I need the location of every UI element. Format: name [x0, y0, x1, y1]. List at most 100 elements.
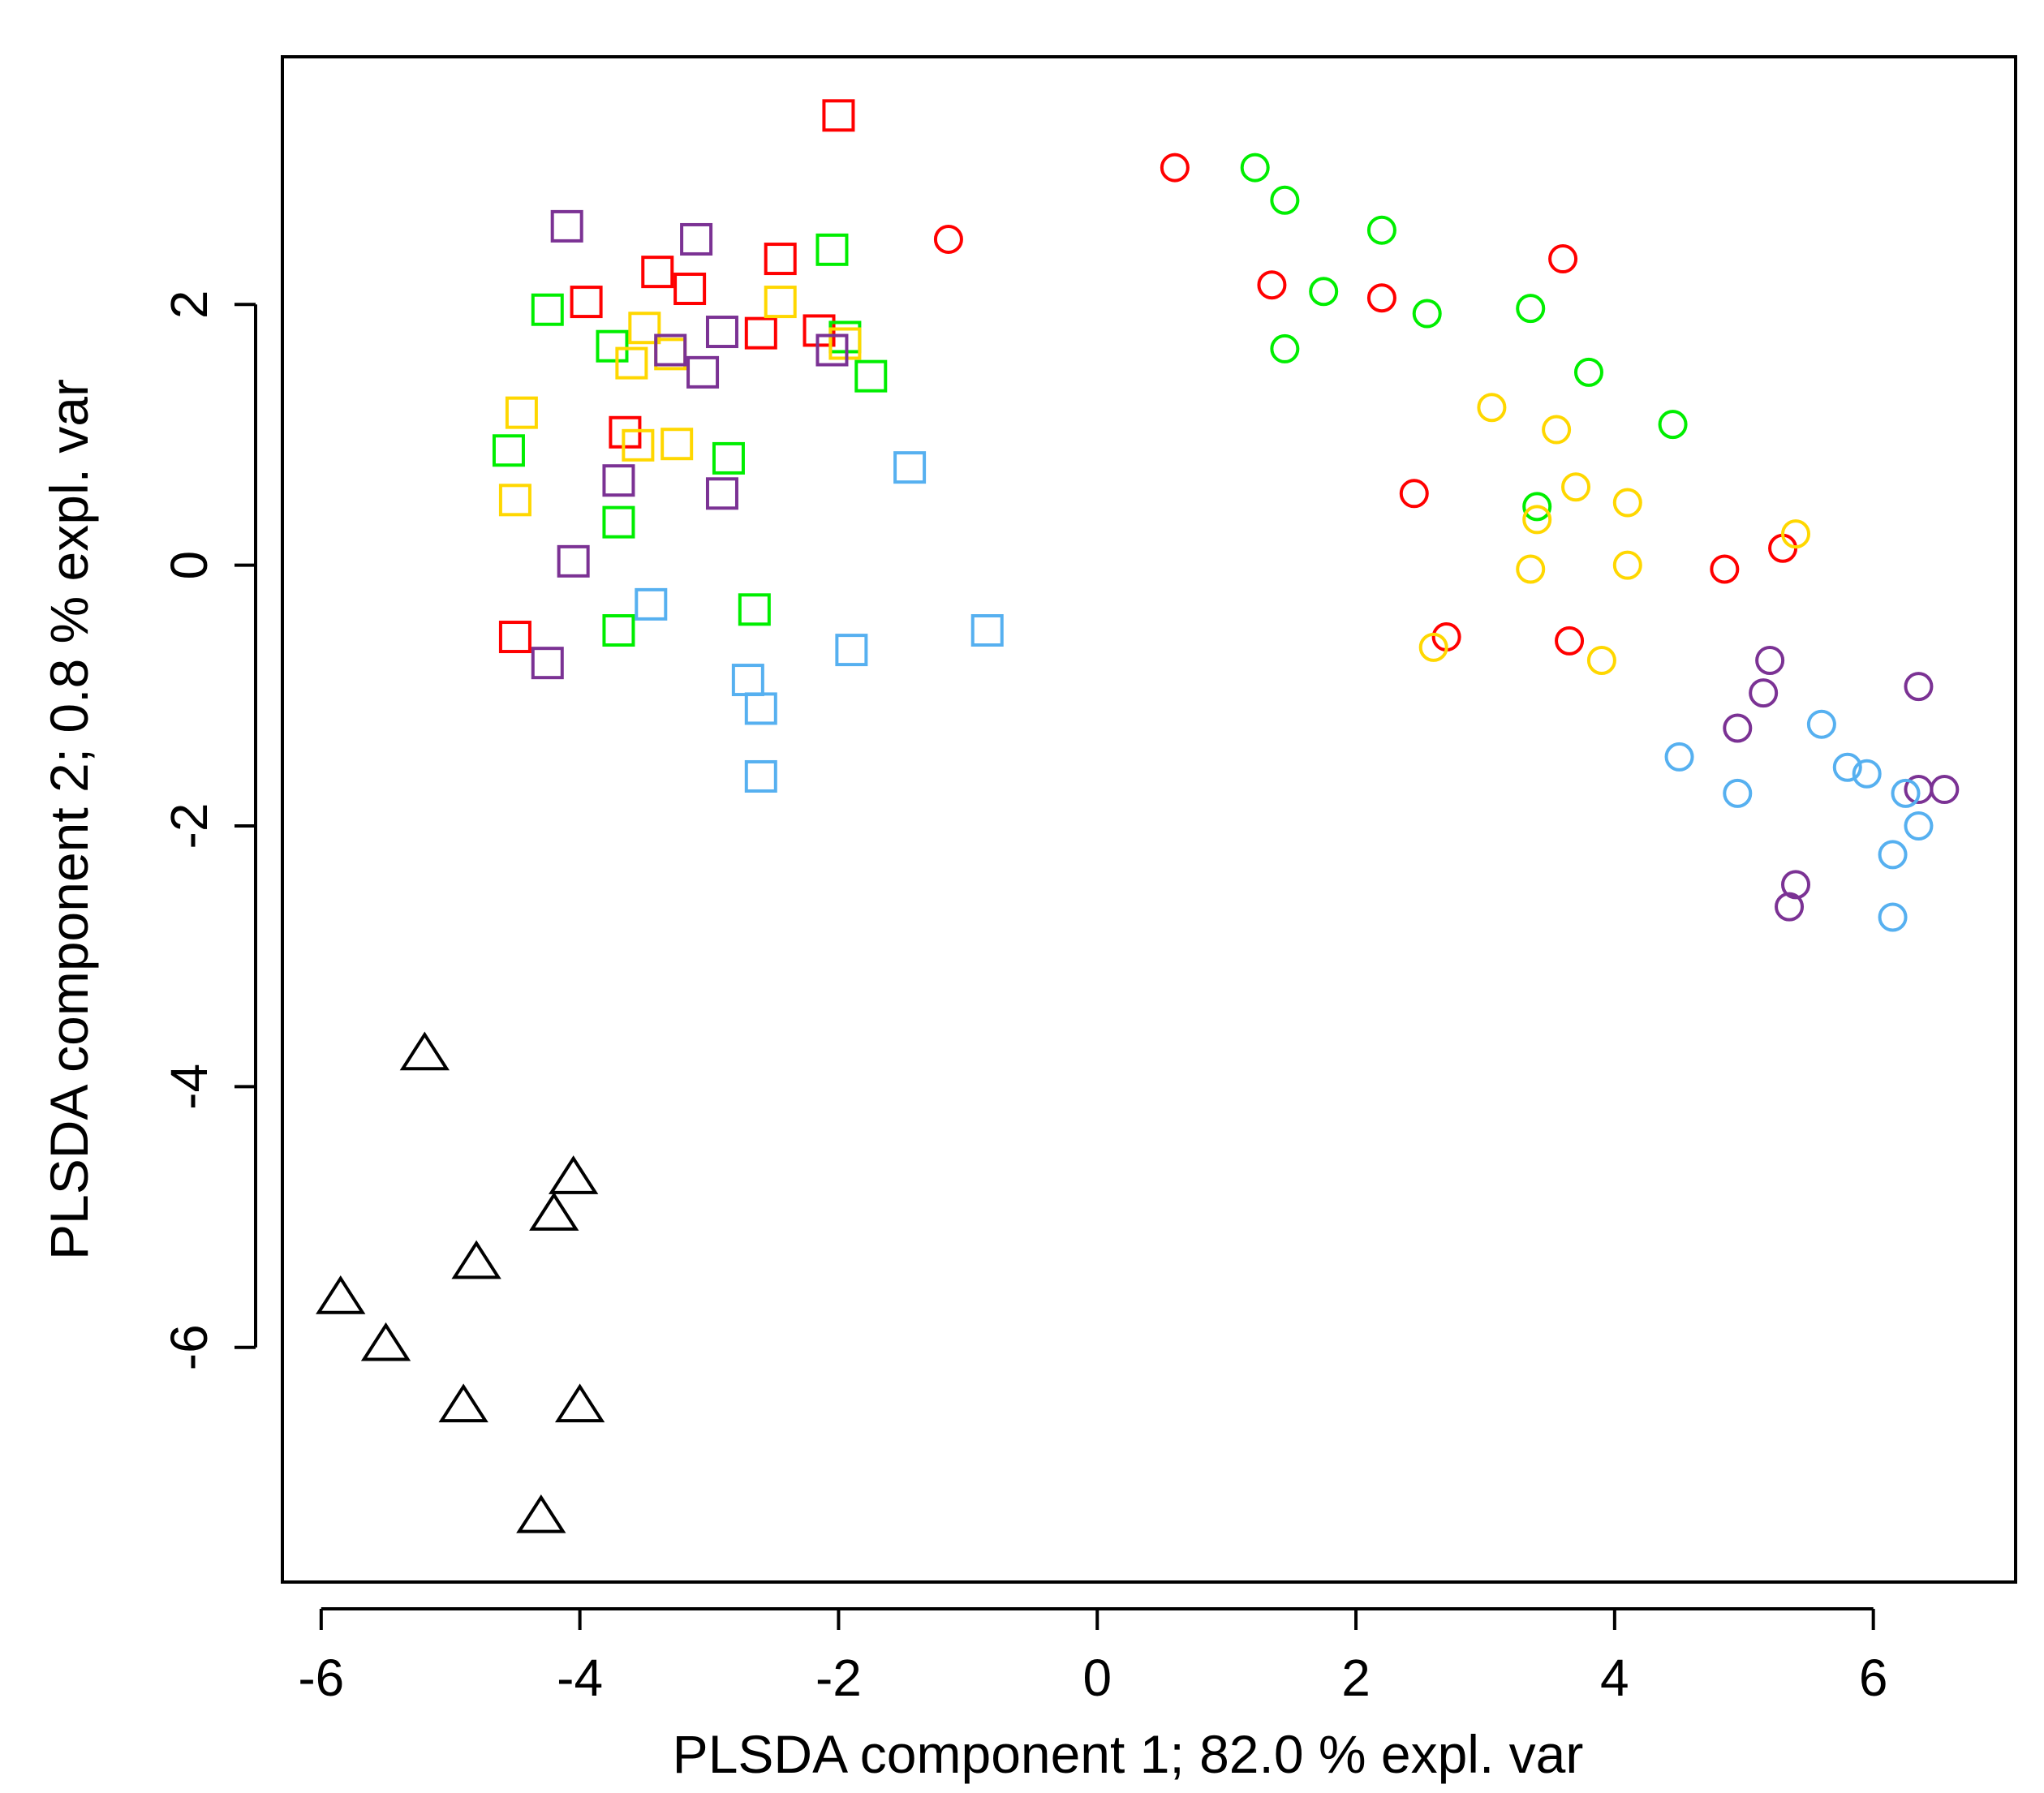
- data-point-square: [822, 99, 855, 132]
- data-point-circle: [1573, 357, 1603, 387]
- data-point-circle: [1664, 742, 1694, 772]
- data-point-circle: [1755, 645, 1785, 675]
- y-tick-label: -2: [160, 803, 218, 849]
- data-point-circle: [1240, 153, 1270, 183]
- x-tick-label: -4: [557, 1649, 603, 1707]
- plot-frame: [281, 55, 2017, 1584]
- data-point-square: [570, 286, 603, 319]
- series-purple-square: [531, 209, 849, 680]
- series-blue-circle: [1664, 709, 1934, 932]
- data-point-circle: [1852, 759, 1882, 789]
- data-point-square: [661, 428, 694, 461]
- data-point-circle: [1806, 709, 1836, 739]
- data-point-square: [635, 587, 668, 621]
- data-point-triangle: [438, 1383, 488, 1423]
- x-tick-label: -2: [815, 1649, 862, 1707]
- data-point-square: [622, 428, 655, 462]
- series-blue-square: [635, 451, 1004, 793]
- data-point-circle: [1878, 902, 1908, 932]
- data-point-circle: [1366, 283, 1396, 313]
- data-point-square: [893, 451, 927, 484]
- x-tick-label: 0: [1082, 1649, 1112, 1707]
- data-point-circle: [1522, 505, 1552, 535]
- data-point-triangle: [554, 1383, 605, 1423]
- data-point-square: [641, 256, 674, 289]
- data-point-circle: [1548, 244, 1578, 274]
- y-tick-label: 0: [160, 551, 218, 580]
- data-point-square: [764, 286, 797, 319]
- data-point-circle: [1612, 550, 1642, 580]
- data-point-square: [557, 544, 590, 578]
- series-purple-circle: [1723, 645, 1960, 922]
- data-point-square: [498, 621, 531, 654]
- data-point-square: [854, 359, 888, 393]
- data-point-triangle: [316, 1275, 366, 1314]
- data-point-square: [628, 312, 661, 345]
- data-point-square: [602, 505, 635, 539]
- x-axis-title: PLSDA component 1; 82.0 % expl. var: [673, 1724, 1584, 1784]
- data-point-triangle: [360, 1322, 411, 1361]
- data-point-circle: [1658, 410, 1688, 440]
- data-point-circle: [1891, 778, 1921, 808]
- series-black-triangle: [316, 1031, 605, 1533]
- data-point-circle: [1516, 554, 1546, 584]
- data-point-square: [602, 614, 635, 647]
- data-point-circle: [1542, 415, 1572, 445]
- data-point-circle: [1749, 678, 1779, 708]
- data-point-square: [815, 233, 849, 266]
- x-tick-label: 6: [1859, 1649, 1888, 1707]
- data-point-circle: [1904, 811, 1934, 841]
- y-axis-title: PLSDA component 2; 0.8 % expl. var: [39, 379, 99, 1260]
- data-point-square: [492, 434, 525, 467]
- data-point-square: [815, 333, 849, 367]
- data-point-circle: [933, 224, 963, 254]
- data-point-circle: [1418, 632, 1448, 662]
- data-point-triangle: [548, 1155, 599, 1194]
- data-point-circle: [1412, 299, 1442, 329]
- data-points: [316, 99, 1960, 1533]
- data-point-circle: [1561, 472, 1591, 502]
- data-point-square: [705, 316, 738, 349]
- data-point-circle: [1257, 270, 1287, 300]
- data-point-square: [738, 593, 771, 626]
- data-point-circle: [1832, 752, 1862, 782]
- data-point-triangle: [399, 1031, 450, 1071]
- data-point-square: [835, 634, 868, 667]
- data-point-circle: [1270, 333, 1300, 363]
- data-point-circle: [1612, 488, 1642, 518]
- series-yellow-square: [498, 286, 862, 517]
- y-tick-label: -4: [160, 1064, 218, 1110]
- data-point-circle: [1399, 479, 1429, 509]
- x-tick-label: 2: [1341, 1649, 1371, 1707]
- series-yellow-circle: [1418, 393, 1811, 675]
- data-point-circle: [1309, 277, 1339, 307]
- data-point-triangle: [529, 1192, 579, 1231]
- data-point-square: [712, 441, 745, 475]
- data-point-circle: [1775, 892, 1805, 922]
- data-point-square: [498, 484, 531, 517]
- data-point-circle: [1710, 554, 1740, 584]
- data-point-circle: [1522, 492, 1552, 522]
- data-point-circle: [1723, 778, 1753, 808]
- data-point-square: [531, 647, 564, 680]
- data-point-square: [654, 333, 687, 367]
- data-point-circle: [1270, 185, 1300, 215]
- x-tick-label: -6: [298, 1649, 344, 1707]
- data-point-circle: [1904, 672, 1934, 702]
- x-tick-label: 4: [1600, 1649, 1629, 1707]
- data-point-triangle: [451, 1240, 501, 1279]
- data-point-square: [531, 293, 564, 326]
- data-point-square: [764, 243, 797, 276]
- y-tick-label: -6: [160, 1324, 218, 1370]
- series-green-circle: [1240, 153, 1688, 522]
- data-point-circle: [1723, 713, 1753, 743]
- data-point-square: [686, 355, 720, 389]
- data-point-circle: [1516, 294, 1546, 324]
- data-point-square: [970, 614, 1004, 647]
- data-point-square: [596, 329, 629, 363]
- data-point-square: [673, 273, 707, 306]
- data-point-circle: [1477, 393, 1507, 423]
- data-point-square: [602, 464, 635, 497]
- data-point-circle: [1366, 215, 1396, 245]
